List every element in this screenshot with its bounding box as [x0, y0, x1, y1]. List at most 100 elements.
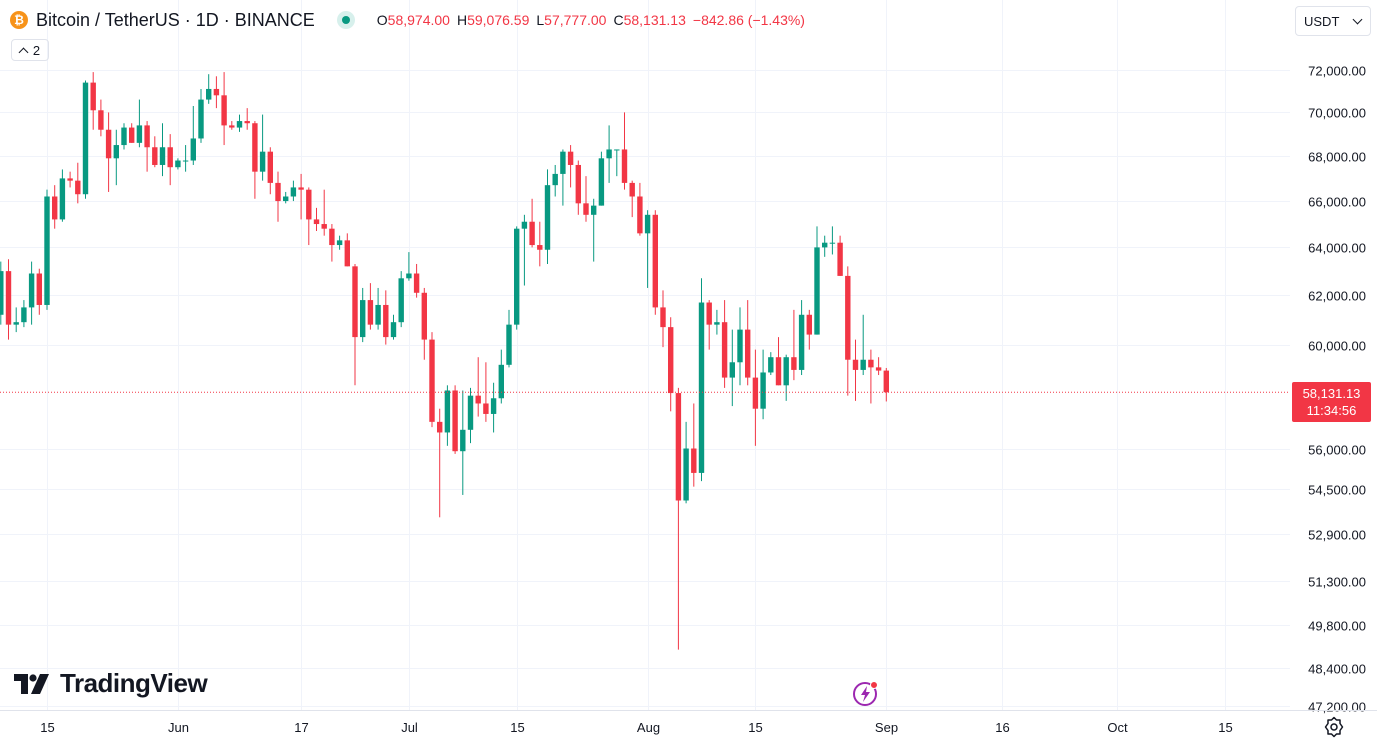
candle	[698, 278, 705, 482]
candle-body	[213, 88, 220, 96]
candle-body	[275, 182, 281, 202]
candle-body	[182, 160, 189, 162]
candle-body	[44, 196, 50, 305]
candle	[121, 123, 127, 150]
candle	[206, 74, 212, 104]
candle-body	[321, 224, 327, 229]
price-tick-label: 47,200.00	[1308, 700, 1366, 715]
candle	[152, 136, 158, 168]
candle	[444, 385, 451, 446]
candle-body	[437, 421, 443, 433]
market-status-indicator[interactable]	[336, 11, 355, 29]
candle-body	[829, 242, 836, 244]
candle-body	[52, 196, 58, 220]
candle-body	[714, 322, 720, 325]
symbol-header: ₿ Bitcoin / TetherUS · 1D · BINANCE O58,…	[10, 9, 805, 31]
candle-body	[460, 429, 466, 452]
price-axis[interactable]: 72,000.00 70,000.00 68,000.00 66,000.00 64,0…	[1308, 64, 1366, 715]
candle	[329, 224, 335, 262]
candle	[421, 287, 427, 360]
candle	[98, 99, 104, 137]
gear-icon[interactable]	[1322, 715, 1346, 739]
candle-body	[845, 275, 851, 360]
candle	[437, 408, 443, 518]
high-value: 59,076.59	[467, 12, 530, 28]
candle-body	[429, 339, 435, 422]
open-value: 58,974.00	[387, 12, 450, 28]
candle	[306, 187, 312, 246]
candle	[75, 162, 81, 204]
candle	[837, 235, 843, 276]
candle	[614, 149, 620, 177]
candle	[360, 287, 366, 343]
candle-body	[467, 395, 474, 430]
candle	[113, 129, 119, 186]
candle-body	[283, 196, 289, 202]
candle	[868, 349, 874, 404]
time-tick-label: Oct	[1107, 720, 1128, 735]
candle	[129, 123, 135, 143]
candle-body	[614, 149, 620, 151]
candle	[529, 198, 535, 248]
candle	[768, 352, 774, 376]
candle-body	[90, 82, 96, 111]
candle	[883, 367, 889, 402]
candle-body	[375, 304, 381, 325]
candle	[182, 145, 189, 172]
candle	[452, 385, 458, 454]
currency-select[interactable]: USDT	[1295, 6, 1371, 36]
candle	[221, 72, 227, 146]
candle	[244, 108, 250, 130]
candle	[745, 300, 751, 386]
candle	[652, 210, 658, 315]
last-price-value: 58,131.13	[1302, 386, 1361, 401]
candle-body	[852, 359, 859, 370]
candle	[806, 309, 812, 350]
candle-body	[129, 127, 135, 143]
spark-icon[interactable]	[851, 679, 881, 709]
price-tick-label: 70,000.00	[1308, 106, 1366, 121]
candle	[213, 76, 220, 109]
candles	[0, 72, 889, 650]
candle	[637, 182, 643, 236]
time-axis[interactable]: 15 Jun 17 Jul 15 Aug 15 Sep 16 Oct 15	[40, 720, 1232, 735]
candle	[514, 226, 520, 330]
candle-body	[567, 151, 574, 165]
candle-body	[529, 221, 535, 246]
candle-body	[598, 158, 605, 206]
candle	[190, 105, 196, 165]
candle	[629, 180, 635, 218]
bar-countdown: 11:34:56	[1306, 403, 1357, 418]
candle	[583, 176, 589, 222]
time-tick-label: Aug	[637, 720, 660, 735]
candle	[621, 112, 628, 190]
candle	[706, 300, 712, 350]
candle-body	[344, 240, 350, 267]
symbol-title[interactable]: Bitcoin / TetherUS · 1D · BINANCE	[36, 9, 315, 30]
candle-body	[390, 322, 397, 338]
price-tick-label: 49,800.00	[1308, 619, 1366, 634]
candle-body	[75, 180, 81, 195]
indicators-collapse-button[interactable]: 2	[11, 39, 49, 61]
time-tick-label: Jul	[401, 720, 418, 735]
candle	[252, 121, 258, 199]
candle-body	[644, 214, 651, 234]
price-tick-label: 66,000.00	[1308, 195, 1366, 210]
candle-body	[267, 151, 273, 183]
candle-body	[367, 300, 374, 325]
candle-body	[398, 278, 404, 323]
candle	[82, 80, 89, 199]
candle	[822, 235, 828, 257]
candle-body	[360, 300, 366, 338]
tradingview-logo[interactable]: TradingView	[14, 668, 208, 699]
candle-body	[259, 151, 266, 172]
candle-body	[336, 240, 343, 246]
candle	[90, 72, 96, 130]
candle-body	[152, 147, 158, 165]
candle	[544, 169, 551, 264]
close-value: 58,131.13	[623, 12, 686, 28]
candle-body	[637, 196, 643, 234]
currency-value: USDT	[1304, 13, 1340, 29]
ohlc-legend: O58,974.00 H59,076.59 L57,777.00 C58,131…	[377, 12, 805, 28]
